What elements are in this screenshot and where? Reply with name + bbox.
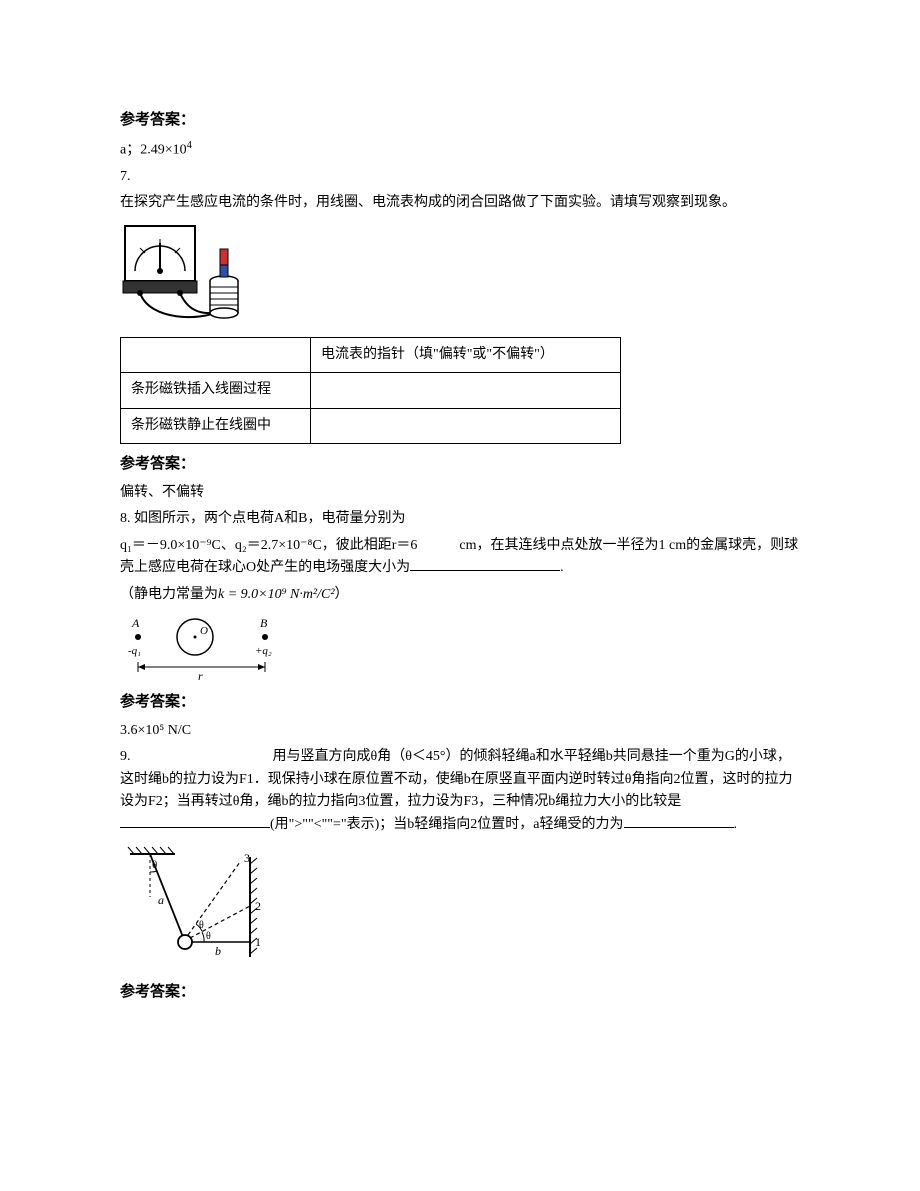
q9-theta-top: θ [152, 859, 157, 871]
q9-diagram: θ a b 1 2 3 θ θ [120, 842, 800, 972]
answer-heading-9: 参考答案： [120, 980, 800, 1004]
q9-text: 9. 用与竖直方向成θ角（θ＜45°）的倾斜轻绳a和水平轻绳b共同悬挂一个重为G… [120, 746, 800, 836]
answer-8-value: 3.6×10⁵ N/C [120, 720, 800, 742]
table-row2-label: 条形磁铁静止在线圈中 [121, 408, 311, 443]
q8-num: 8. [120, 511, 131, 526]
q9-blank2[interactable] [624, 814, 734, 828]
q8-line1: 8. 如图所示，两个点电荷A和B，电荷量分别为 [120, 508, 800, 530]
q8-diagram: A -q₁ O B +q₂ r [120, 612, 800, 682]
answer-heading-8: 参考答案： [120, 690, 800, 714]
q8-line3: （静电力常量为k = 9.0×10⁹ N·m²/C²） [120, 584, 800, 606]
q8-label-r: r [198, 669, 203, 682]
q8-label-q1: -q₁ [128, 645, 141, 657]
q8-k-expr: k = 9.0×10⁹ N·m²/C² [218, 587, 335, 602]
q8-line2: q₁＝－9.0×10⁻⁹C、q₂＝2.7×10⁻⁸C，彼此相距r＝6 cm，在其… [120, 535, 800, 580]
q8-text2-suf: . [560, 560, 564, 575]
q9-text1: 用与竖直方向成θ角（θ＜45°）的倾斜轻绳a和水平轻绳b共同悬挂一个重为G的小球… [120, 749, 793, 809]
table-header-empty [121, 337, 311, 372]
q8-label-O: O [200, 625, 208, 637]
q9-label-1: 1 [255, 935, 261, 949]
q9-label-3: 3 [244, 851, 250, 865]
q8-label-B: B [260, 616, 268, 630]
q7-text: 在探究产生感应电流的条件时，用线圈、电流表构成的闭合回路做了下面实验。请填写观察… [120, 192, 800, 214]
q8-text3-suf: ） [335, 587, 349, 602]
q8-text3-pre: （静电力常量为 [120, 587, 218, 602]
q9-num: 9. [120, 749, 131, 764]
q9-theta-b1: θ [206, 931, 211, 942]
ans6-exp: 4 [187, 140, 192, 151]
answer-6-value: a；2.49×104 [120, 138, 800, 162]
q9-label-2: 2 [255, 899, 261, 913]
table-header-col2: 电流表的指针（填"偏转"或"不偏转"） [311, 337, 621, 372]
q8-label-q2: +q₂ [255, 645, 272, 657]
q9-label-a: a [158, 893, 164, 907]
q8-blank[interactable] [410, 557, 560, 571]
answer-7-value: 偏转、不偏转 [120, 482, 800, 504]
ans6-text: a；2.49×10 [120, 143, 187, 158]
table-row1-value[interactable] [311, 373, 621, 408]
answer-heading-7: 参考答案： [120, 452, 800, 476]
q7-number: 7. [120, 166, 800, 188]
answer-heading-6: 参考答案： [120, 108, 800, 132]
q9-label-b: b [215, 944, 221, 958]
q8-text1: 如图所示，两个点电荷A和B，电荷量分别为 [134, 511, 405, 526]
q7-diagram [120, 221, 800, 331]
q9-text2: (用">""<""="表示)；当b轻绳指向2位置时，a轻绳受的力为 [270, 817, 624, 832]
q9-theta-b2: θ [199, 920, 204, 931]
table-row2-value[interactable] [311, 408, 621, 443]
q8-label-A: A [131, 616, 140, 630]
table-row1-label: 条形磁铁插入线圈过程 [121, 373, 311, 408]
q9-blank1[interactable] [120, 814, 270, 828]
q9-text3: . [734, 817, 738, 832]
q7-table: 电流表的指针（填"偏转"或"不偏转"） 条形磁铁插入线圈过程 条形磁铁静止在线圈… [120, 337, 621, 444]
